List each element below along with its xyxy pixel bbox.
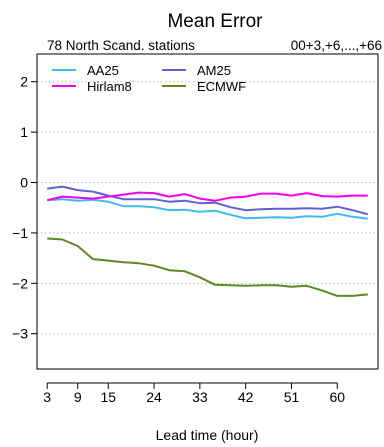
y-tick-label: 2	[20, 74, 28, 90]
x-tick-label: 15	[100, 389, 116, 405]
x-tick-label: 9	[74, 389, 82, 405]
series-line-ecmwf	[47, 237, 368, 297]
y-tick-label: −3	[12, 326, 28, 342]
legend-label-aa25: AA25	[87, 63, 119, 78]
x-tick-label: 42	[238, 389, 254, 405]
chart-subtitle-left: 78 North Scand. stations	[47, 38, 195, 53]
x-tick-label: 33	[192, 389, 208, 405]
legend-label-hirlam8: Hirlam8	[87, 79, 132, 94]
chart-subtitle-right: 00+3,+6,...,+66	[291, 38, 382, 53]
x-tick-label: 51	[284, 389, 300, 405]
series-line-hirlam8	[46, 191, 368, 202]
y-axis: −3 −2 −1 0 1 2	[12, 74, 37, 342]
legend-label-ecmwf: ECMWF	[197, 79, 246, 94]
x-tick-label: 24	[146, 389, 162, 405]
x-tick-label: 60	[329, 389, 345, 405]
y-tick-label: −2	[12, 275, 28, 291]
legend: AA25 AM25 Hirlam8 ECMWF	[52, 63, 246, 94]
legend-label-am25: AM25	[197, 63, 231, 78]
series-layer	[46, 185, 369, 297]
y-tick-label: 0	[20, 175, 28, 191]
x-axis: 3 9 15 24 33 42 51 60	[43, 382, 345, 405]
x-tick-label: 3	[43, 389, 51, 405]
chart-title: Mean Error	[167, 11, 263, 32]
y-tick-label: 1	[20, 124, 28, 140]
grid-lines	[37, 81, 378, 335]
series-line-am25	[47, 185, 369, 216]
x-axis-label: Lead time (hour)	[156, 427, 259, 443]
series-line-aa25	[47, 198, 368, 220]
y-tick-label: −1	[12, 225, 28, 241]
plot-frame	[36, 53, 379, 370]
